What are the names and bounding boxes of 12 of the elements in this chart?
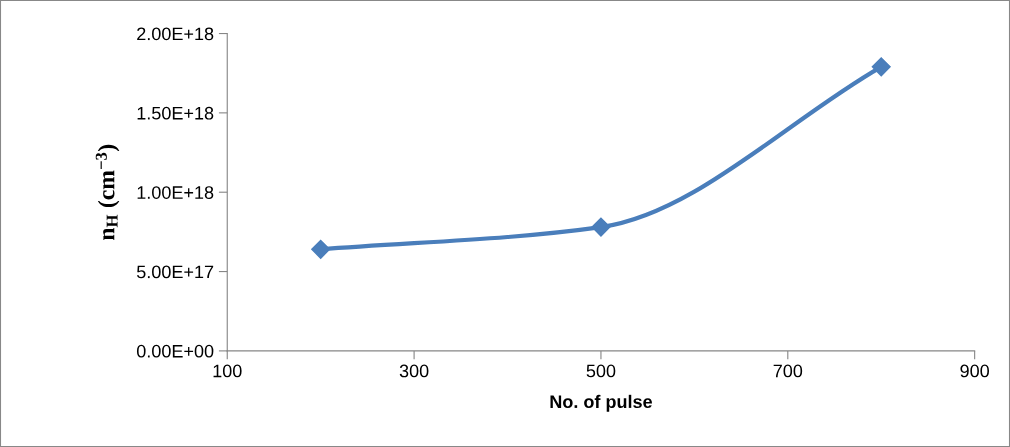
x-axis-title: No. of pulse xyxy=(550,394,652,412)
y-tick-label: 0.00E+00 xyxy=(136,344,214,358)
y-tick-label: 1.50E+18 xyxy=(137,106,214,120)
y-axis-title: n$_{H}$ (cm$^{−3}$) xyxy=(95,144,120,241)
x-tick-label: 700 xyxy=(773,364,803,378)
y-tick-label: 5.00E+17 xyxy=(136,265,214,279)
x-tick-label: 900 xyxy=(960,364,990,378)
x-tick-label: 300 xyxy=(399,364,429,378)
y-tick-label: 1.00E+18 xyxy=(137,186,214,199)
y-tick-label: 2.00E+18 xyxy=(137,27,214,41)
x-tick-label: 100 xyxy=(213,364,242,378)
x-tick-label: 500 xyxy=(586,364,616,378)
